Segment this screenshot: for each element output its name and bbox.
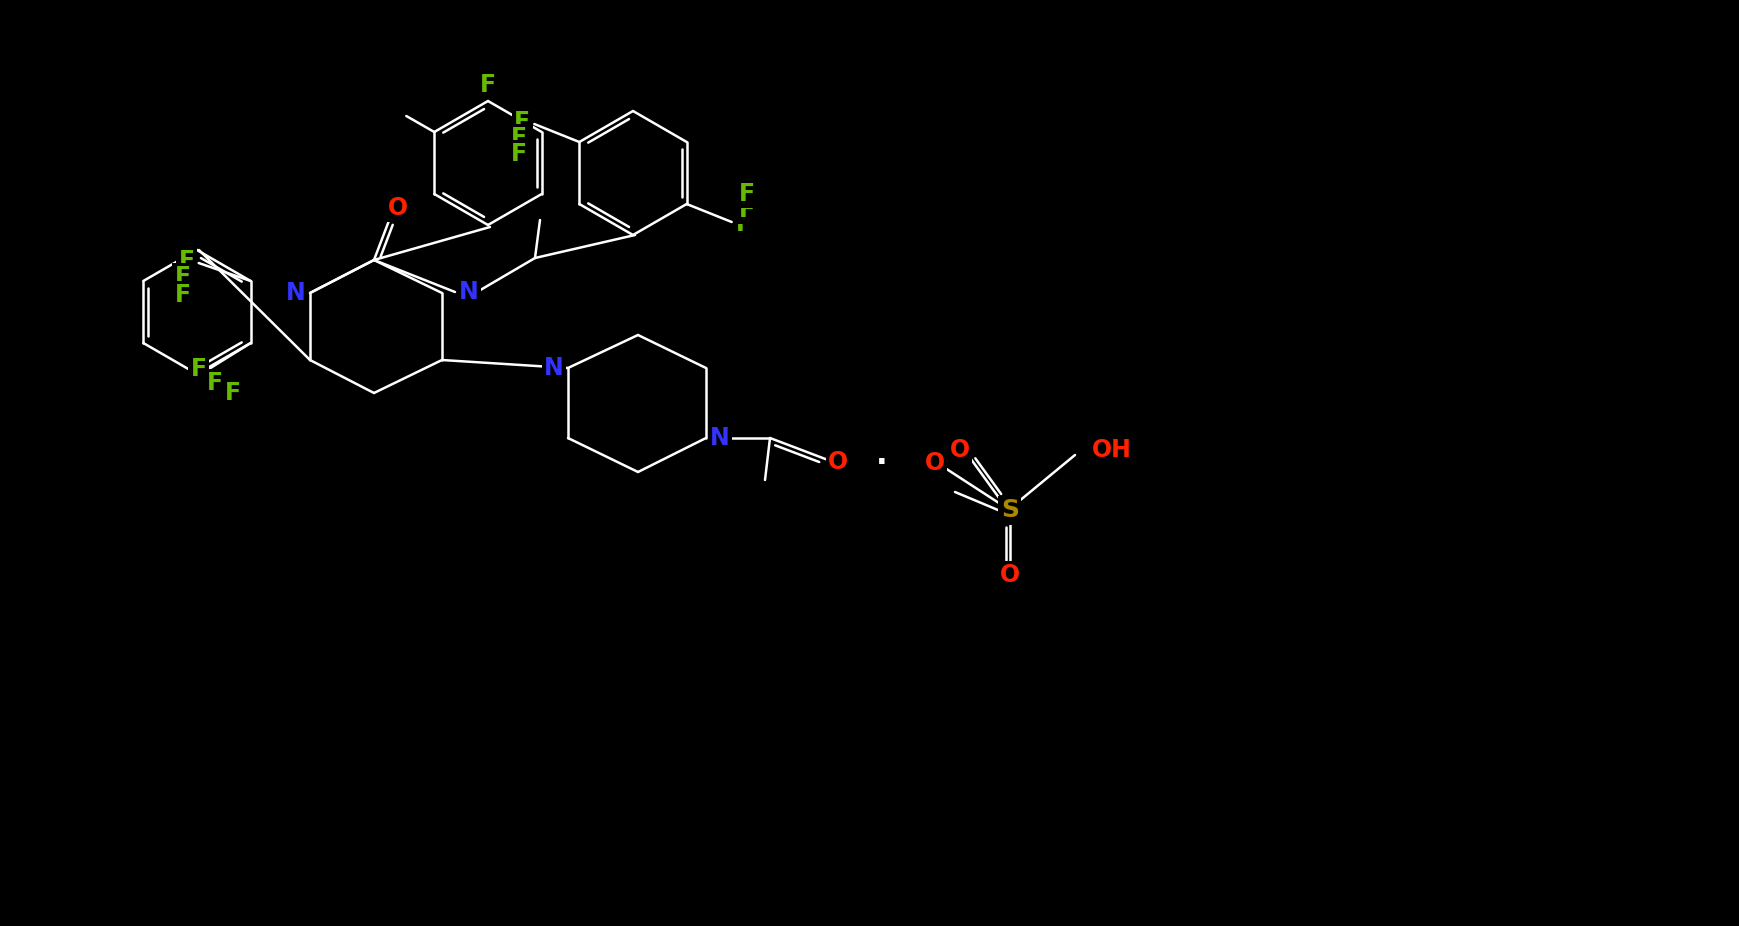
Text: F: F: [739, 198, 755, 222]
Text: F: F: [480, 73, 496, 97]
Text: F: F: [736, 212, 751, 236]
Text: F: F: [207, 371, 223, 395]
Text: O: O: [1000, 563, 1019, 587]
Text: F: F: [515, 110, 530, 134]
Text: F: F: [511, 126, 527, 150]
Text: F: F: [511, 142, 527, 166]
Text: F: F: [174, 265, 191, 289]
Text: O: O: [925, 451, 944, 475]
Text: O: O: [949, 438, 970, 462]
Text: N: N: [459, 280, 478, 304]
Text: F: F: [174, 283, 191, 307]
Text: N: N: [285, 281, 306, 305]
Text: F: F: [191, 357, 207, 381]
Text: N: N: [710, 426, 729, 450]
Text: ·: ·: [876, 448, 887, 478]
Text: F: F: [179, 249, 195, 273]
Text: O: O: [388, 196, 409, 220]
Text: S: S: [1000, 498, 1019, 522]
Text: O: O: [828, 450, 847, 474]
Text: F: F: [224, 381, 240, 405]
Text: OH: OH: [1092, 438, 1132, 462]
Text: F: F: [739, 182, 755, 206]
Text: N: N: [544, 356, 563, 380]
